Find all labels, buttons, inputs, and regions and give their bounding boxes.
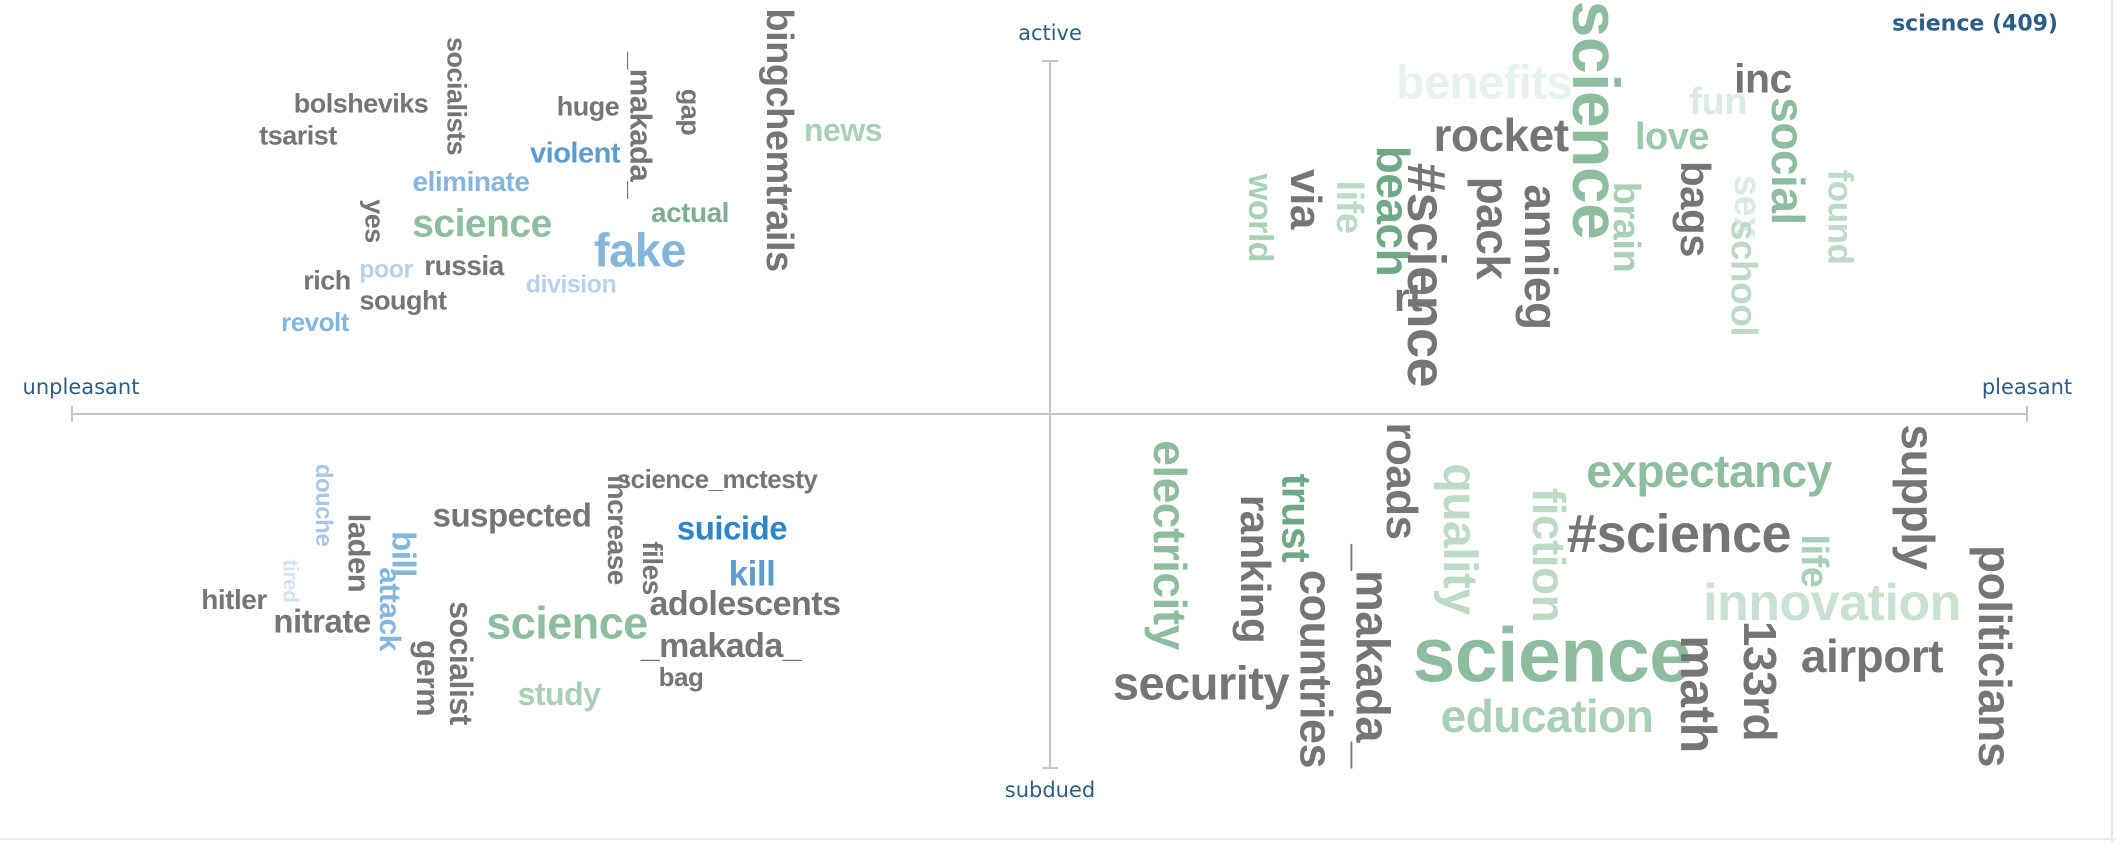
word-unpleasant-subdued-10[interactable]: hitler <box>201 584 267 615</box>
word-unpleasant-subdued-6[interactable]: science_mctesty <box>616 464 818 494</box>
word-unpleasant-active-9[interactable]: eliminate <box>412 166 530 197</box>
word-pleasant-subdued-2[interactable]: ranking <box>1232 494 1279 644</box>
word-pleasant-active-19[interactable]: rt <box>1394 276 1422 320</box>
word-pleasant-subdued-19[interactable]: education <box>1440 690 1654 742</box>
term-count-label: science (409) <box>1892 11 2058 37</box>
word-pleasant-subdued-7[interactable]: supply <box>1892 424 1944 570</box>
word-pleasant-active-0[interactable]: benefits <box>1395 55 1573 109</box>
word-unpleasant-active-13[interactable]: fake <box>593 223 687 277</box>
word-pleasant-subdued-3[interactable]: roads <box>1377 422 1426 540</box>
frame-bottom <box>0 838 2116 840</box>
word-pleasant-active-15[interactable]: brain <box>1605 181 1647 273</box>
word-pleasant-subdued-14[interactable]: science <box>1412 612 1692 699</box>
word-unpleasant-active-18[interactable]: sought <box>359 285 447 316</box>
word-unpleasant-active-16[interactable]: russia <box>424 250 504 281</box>
word-pleasant-active-13[interactable]: pack <box>1467 176 1519 280</box>
word-pleasant-subdued-17[interactable]: math <box>1670 635 1726 753</box>
word-unpleasant-active-10[interactable]: actual <box>651 197 729 228</box>
word-unpleasant-active-15[interactable]: poor <box>359 255 413 284</box>
word-unpleasant-subdued-1[interactable]: tired <box>278 559 302 603</box>
word-unpleasant-active-4[interactable]: _makada_ <box>623 52 659 198</box>
word-unpleasant-subdued-14[interactable]: socialist <box>443 601 479 725</box>
word-pleasant-subdued-13[interactable]: politicians <box>1969 545 2021 767</box>
word-pleasant-active-3[interactable]: inc <box>1734 55 1792 102</box>
word-pleasant-subdued-16[interactable]: security <box>1112 656 1290 710</box>
word-unpleasant-subdued-13[interactable]: germ <box>410 639 446 717</box>
word-pleasant-subdued-15[interactable]: airport <box>1800 630 1944 682</box>
word-pleasant-subdued-10[interactable]: countries <box>1290 569 1342 769</box>
word-pleasant-active-16[interactable]: bags <box>1672 160 1719 258</box>
word-pleasant-active-11[interactable]: world <box>1241 173 1279 263</box>
word-pleasant-subdued-6[interactable]: expectancy <box>1586 445 1832 497</box>
word-pleasant-subdued-8[interactable]: #science <box>1566 504 1792 564</box>
word-pleasant-active-6[interactable]: social <box>1762 97 1814 225</box>
word-pleasant-active-4[interactable]: rocket <box>1433 109 1569 161</box>
word-pleasant-active-14[interactable]: annieg <box>1515 184 1567 330</box>
word-pleasant-subdued-5[interactable]: fiction <box>1523 487 1575 623</box>
word-pleasant-active-7[interactable]: found <box>1820 169 1860 265</box>
word-unpleasant-active-0[interactable]: bolsheviks <box>293 88 429 119</box>
word-pleasant-subdued-0[interactable]: electricity <box>1144 440 1196 650</box>
word-unpleasant-active-8[interactable]: violent <box>530 137 620 170</box>
word-unpleasant-subdued-12[interactable]: attack <box>373 567 406 651</box>
word-unpleasant-active-14[interactable]: rich <box>303 265 351 296</box>
word-unpleasant-subdued-9[interactable]: kill <box>728 554 776 594</box>
word-unpleasant-active-6[interactable]: bingchemtrails <box>758 8 800 272</box>
word-unpleasant-active-2[interactable]: socialists <box>441 36 472 156</box>
word-unpleasant-subdued-17[interactable]: _makada_ <box>640 627 802 665</box>
word-unpleasant-active-19[interactable]: revolt <box>281 307 349 337</box>
word-unpleasant-active-3[interactable]: huge <box>556 91 620 122</box>
word-unpleasant-subdued-11[interactable]: nitrate <box>273 602 371 640</box>
word-pleasant-active-2[interactable]: fun <box>1689 81 1747 123</box>
word-unpleasant-active-5[interactable]: gap <box>675 88 706 136</box>
word-unpleasant-subdued-0[interactable]: douche <box>310 463 337 547</box>
word-unpleasant-active-11[interactable]: yes <box>359 199 390 243</box>
word-pleasant-subdued-12[interactable]: innovation <box>1703 574 1961 632</box>
word-unpleasant-subdued-15[interactable]: science <box>486 597 648 649</box>
word-unpleasant-subdued-8[interactable]: suicide <box>676 509 788 547</box>
word-unpleasant-subdued-18[interactable]: bag <box>658 662 704 692</box>
word-pleasant-active-8[interactable]: via <box>1281 169 1330 229</box>
word-unpleasant-subdued-19[interactable]: study <box>517 676 601 712</box>
word-unpleasant-subdued-16[interactable]: adolescents <box>649 585 841 623</box>
word-pleasant-subdued-11[interactable]: _makada_ <box>1346 544 1400 768</box>
axis-label-unpleasant: unpleasant <box>22 375 140 399</box>
word-pleasant-active-18[interactable]: school <box>1723 219 1765 337</box>
axis-label-pleasant: pleasant <box>1981 375 2073 399</box>
word-pleasant-subdued-4[interactable]: quality <box>1433 463 1486 615</box>
frame-right <box>2111 0 2113 842</box>
word-pleasant-active-9[interactable]: life <box>1328 180 1370 234</box>
word-pleasant-subdued-18[interactable]: 133rd <box>1734 620 1786 742</box>
axis-label-subdued: subdued <box>1004 778 1096 802</box>
word-pleasant-subdued-1[interactable]: trust <box>1273 473 1320 563</box>
word-unpleasant-active-17[interactable]: division <box>525 270 617 299</box>
word-unpleasant-active-7[interactable]: news <box>803 112 883 148</box>
axis-label-active: active <box>1018 21 1082 45</box>
word-unpleasant-subdued-4[interactable]: suspected <box>432 496 592 534</box>
word-pleasant-active-5[interactable]: love <box>1634 116 1710 158</box>
word-unpleasant-active-1[interactable]: tsarist <box>259 120 337 151</box>
word-unpleasant-active-12[interactable]: science <box>412 202 552 246</box>
word-unpleasant-subdued-2[interactable]: laden <box>341 513 377 593</box>
word-pleasant-active-12[interactable]: #science <box>1396 162 1456 388</box>
